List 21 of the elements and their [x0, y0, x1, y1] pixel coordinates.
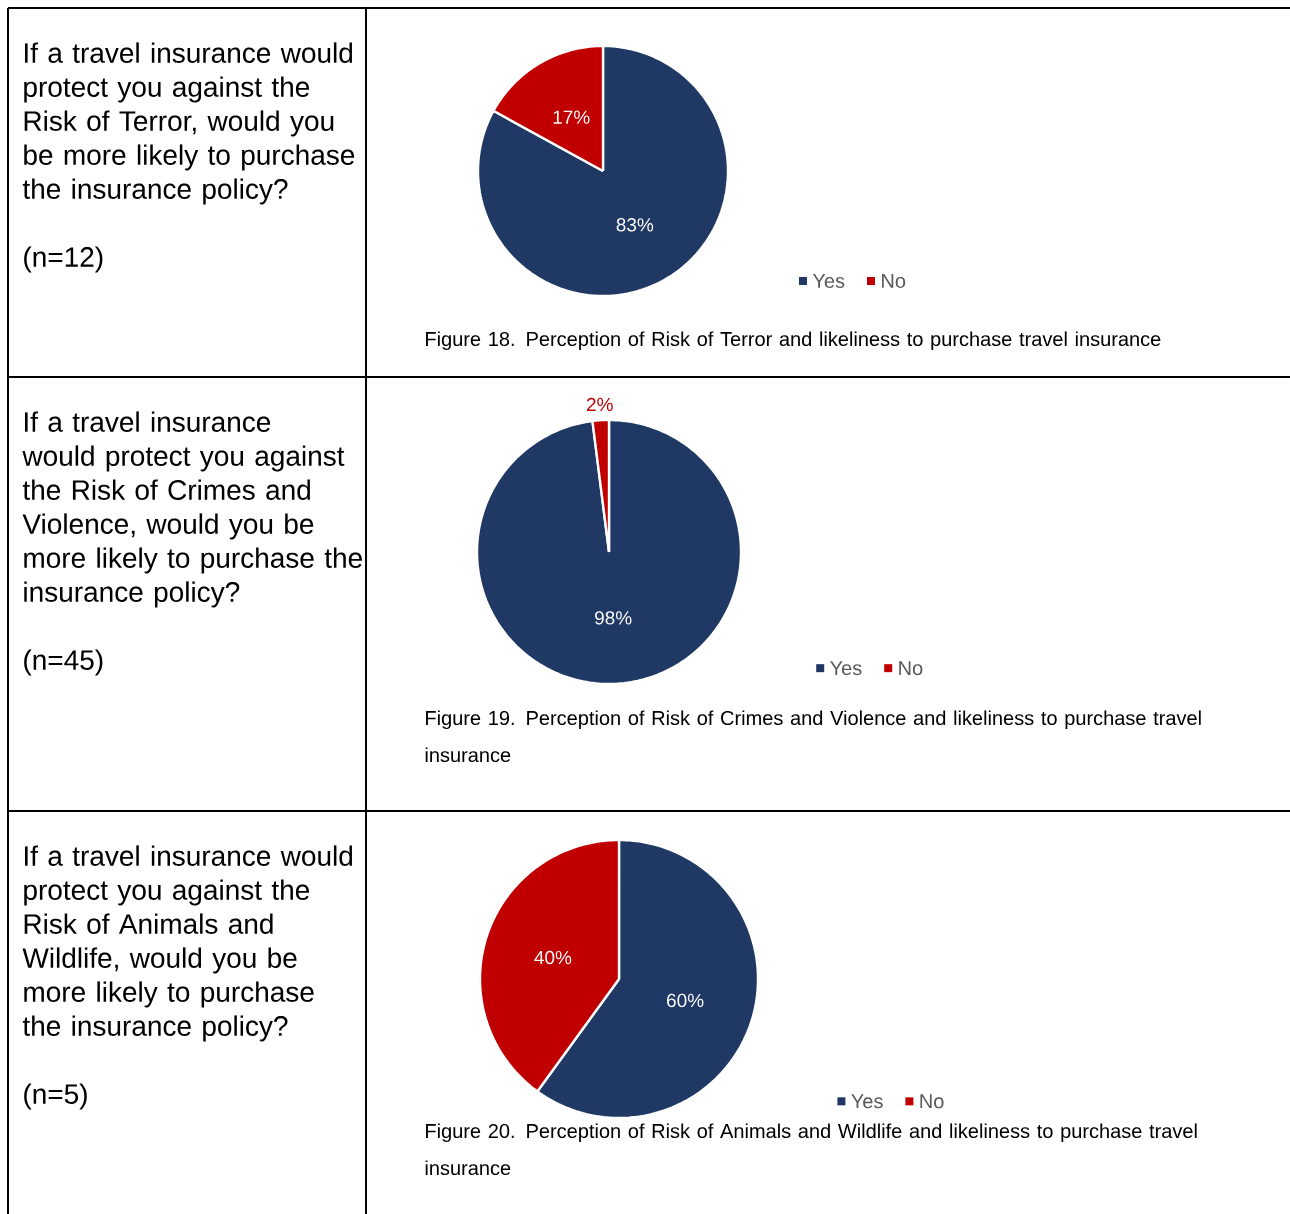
- data-label: 98%: [595, 611, 632, 625]
- text: If a travel insurance would protect you against the Risk of Terror, would you be more likely to purchase the insurance policy?: [22, 42, 355, 205]
- caption: Figure 18. Perception of Risk of Terror and likeliness to purchase travel insurance: [426, 331, 1161, 351]
- legend-label: Yes: [830, 661, 862, 676]
- text: If a travel insurance would protect you against the Risk of Crimes and Violence, would you be more likely to purchase the insurance policy?: [22, 411, 362, 608]
- data-label: 60%: [667, 993, 704, 1008]
- text: If a travel insurance would protect you against the Risk of Animals and Wildlife, would you be more likely to purchase the insurance policy?: [22, 845, 353, 1042]
- text: (n=5): [24, 1083, 87, 1110]
- data-label: 2%: [586, 397, 613, 412]
- legend-label: Yes: [851, 1094, 883, 1109]
- text: (n=12): [24, 246, 103, 273]
- data-label: 40%: [534, 950, 572, 965]
- legend-label: No: [920, 1094, 944, 1109]
- data-label: 83%: [616, 218, 654, 232]
- caption: Figure 19. Perception of Risk of Crimes and Violence and likeliness to purchase travel insurance: [425, 710, 1201, 763]
- data-label: 17%: [553, 110, 590, 124]
- caption: Figure 20. Perception of Risk of Animals and Wildlife and likeliness to purchase travel insurance: [425, 1123, 1197, 1176]
- legend-label: No: [882, 274, 906, 288]
- legend-label: Yes: [812, 274, 845, 288]
- text: (n=45): [24, 649, 103, 676]
- legend-label: No: [899, 661, 923, 676]
